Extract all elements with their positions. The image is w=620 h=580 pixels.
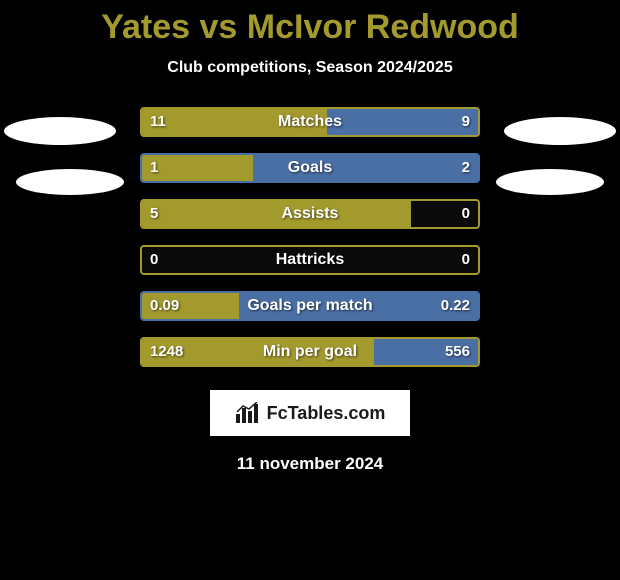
brand-text: FcTables.com [267, 403, 386, 424]
stat-label: Goals per match [142, 293, 478, 319]
stat-row: Goals per match0.09 0.22 [140, 291, 480, 321]
stat-value-left: 11 [150, 109, 166, 135]
stat-value-right: 556 [445, 339, 470, 365]
player-right-avatar-shape-1 [504, 117, 616, 145]
stat-bars-container: Matches119Goals12Assists50Hattricks00Goa… [140, 107, 480, 383]
stat-row: Min per goal1248 556 [140, 337, 480, 367]
stat-value-left: 0.09 [150, 293, 179, 319]
player-right-avatar-shape-2 [496, 169, 604, 195]
stat-row: Hattricks0 0 [140, 245, 480, 275]
stat-value-left: 5 [150, 201, 158, 227]
stat-value-right: 0.22 [441, 293, 470, 319]
stat-row: Goals1 2 [140, 153, 480, 183]
stat-value-left: 1 [150, 155, 158, 181]
page-title: Yates vs McIvor Redwood [0, 0, 620, 47]
stat-value-left: 0 [150, 247, 158, 273]
stat-label: Matches [142, 109, 478, 135]
player-left-avatar-shape-1 [4, 117, 116, 145]
date-label: 11 november 2024 [0, 454, 620, 474]
stat-label: Min per goal [142, 339, 478, 365]
stat-value-right: 0 [462, 201, 470, 227]
stat-value-right: 9 [462, 109, 470, 135]
stat-value-right: 2 [462, 155, 470, 181]
stat-value-left: 1248 [150, 339, 183, 365]
brand-chart-icon [235, 402, 261, 424]
stat-value-right: 0 [462, 247, 470, 273]
stat-label: Goals [142, 155, 478, 181]
stat-row: Matches11 9 [140, 107, 480, 137]
stat-row: Assists5 0 [140, 199, 480, 229]
subtitle: Club competitions, Season 2024/2025 [0, 59, 620, 77]
stat-label: Hattricks [142, 247, 478, 273]
brand-badge: FcTables.com [210, 390, 410, 436]
stat-label: Assists [142, 201, 478, 227]
player-left-avatar-shape-2 [16, 169, 124, 195]
